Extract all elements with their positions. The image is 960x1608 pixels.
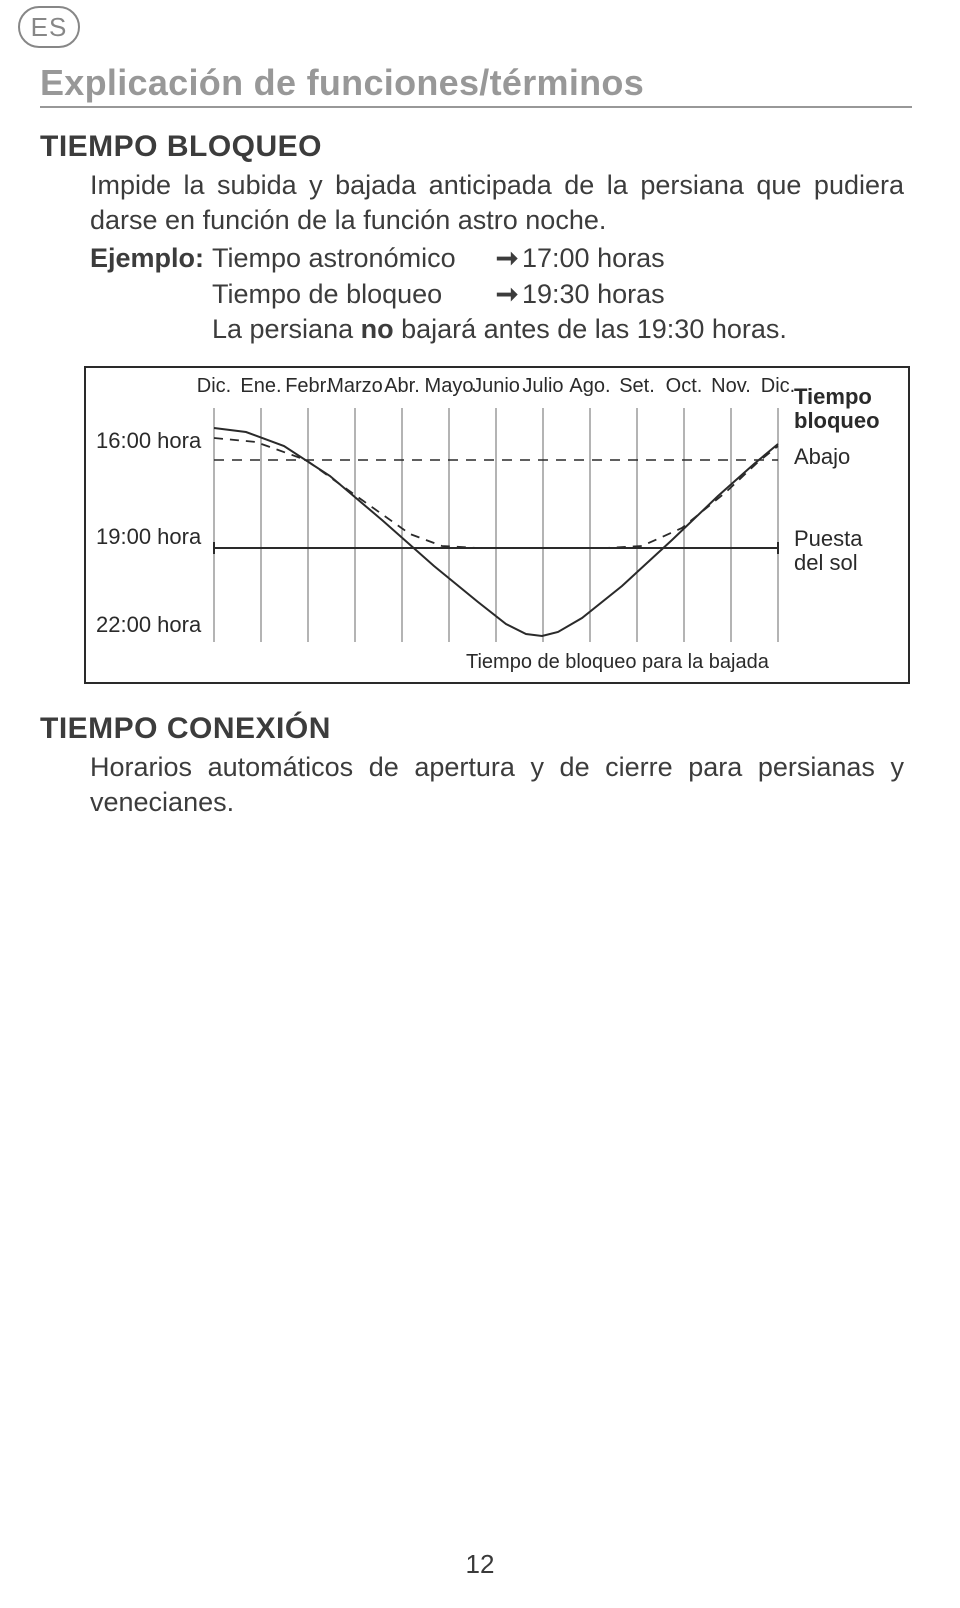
svg-text:Dic.: Dic. — [197, 375, 231, 397]
section-title: Explicación de funciones/términos — [40, 62, 912, 108]
svg-text:Nov.: Nov. — [711, 375, 751, 397]
page-number: 12 — [0, 1549, 960, 1580]
example-line3: La persiana no bajará antes de las 19:30… — [212, 312, 787, 348]
arrow-icon: ➞ — [492, 241, 522, 277]
para-tiempo-bloqueo: Impide la subida y bajada anticipada de … — [90, 168, 904, 237]
svg-text:Junio: Junio — [472, 375, 520, 397]
svg-text:19:00 hora: 19:00 hora — [96, 524, 202, 549]
svg-text:Mayo: Mayo — [425, 375, 474, 397]
language-code: ES — [31, 12, 68, 43]
svg-text:Abajo: Abajo — [794, 444, 850, 469]
svg-text:Marzo: Marzo — [327, 375, 383, 397]
spacer — [90, 277, 212, 313]
svg-text:16:00 hora: 16:00 hora — [96, 428, 202, 453]
example-label: Ejemplo: — [90, 241, 212, 277]
svg-text:del sol: del sol — [794, 550, 858, 575]
arrow-icon: ➞ — [492, 277, 522, 313]
example-line2-left: Tiempo de bloqueo — [212, 277, 492, 313]
svg-text:Julio: Julio — [522, 375, 563, 397]
svg-text:Oct.: Oct. — [666, 375, 703, 397]
svg-text:22:00 hora: 22:00 hora — [96, 612, 202, 637]
example-block: Ejemplo: Tiempo astronómico ➞ 17:00 hora… — [90, 241, 912, 348]
chart-svg: Dic. Ene.Febr.MarzoAbr.MayoJunioJulio Ago.… — [86, 368, 912, 686]
svg-text:Set.: Set. — [619, 375, 655, 397]
svg-text:Febr.: Febr. — [285, 375, 331, 397]
svg-text:Tiempo de bloqueo para la baja: Tiempo de bloqueo para la bajada — [466, 651, 770, 673]
spacer — [90, 312, 212, 348]
heading-tiempo-conexion: TIEMPO CONEXIÓN — [40, 712, 912, 746]
chart-frame: Dic. Ene.Febr.MarzoAbr.MayoJunioJulio Ago.… — [84, 366, 910, 684]
svg-text:Abr.: Abr. — [384, 375, 420, 397]
example-line2-right: 19:30 horas — [522, 277, 665, 313]
example-line1-left: Tiempo astronómico — [212, 241, 492, 277]
example-line1-right: 17:00 horas — [522, 241, 665, 277]
svg-text:Ene.: Ene. — [240, 375, 281, 397]
svg-text:Tiempo: Tiempo — [794, 384, 872, 409]
language-badge: ES — [18, 6, 80, 48]
heading-tiempo-bloqueo: TIEMPO BLOQUEO — [40, 130, 912, 164]
svg-text:Dic.: Dic. — [761, 375, 795, 397]
svg-text:Ago.: Ago. — [569, 375, 610, 397]
svg-text:bloqueo: bloqueo — [794, 408, 880, 433]
svg-text:Puesta: Puesta — [794, 526, 863, 551]
section-header: Explicación de funciones/términos — [40, 62, 912, 108]
para-tiempo-conexion: Horarios automáticos de apertura y de ci… — [90, 750, 904, 819]
